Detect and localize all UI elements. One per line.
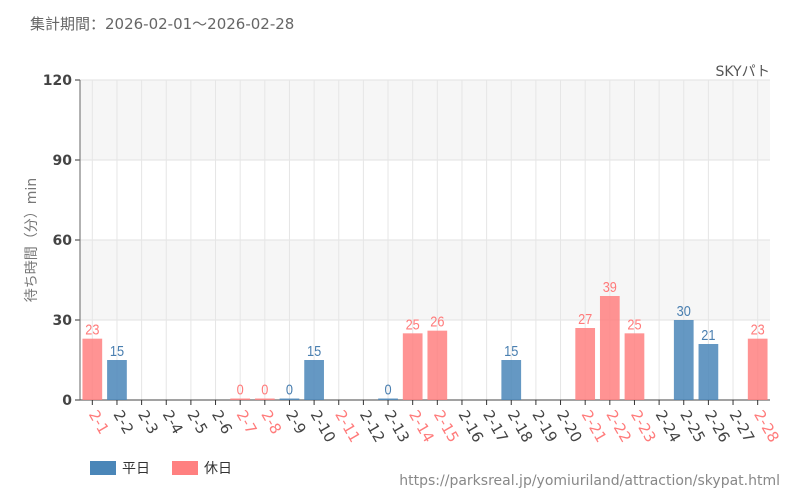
x-tick-label: 2-17 [479, 407, 512, 445]
data-label: 25 [627, 315, 641, 332]
data-label: 15 [110, 342, 124, 359]
y-axis-label: 待ち時間（分）min [24, 178, 40, 302]
data-label: 23 [85, 321, 99, 338]
x-tick-label: 2-14 [405, 407, 438, 445]
y-tick-label: 30 [53, 313, 73, 329]
x-tick-label: 2-28 [750, 407, 783, 445]
data-label: 30 [677, 302, 691, 319]
data-label: 0 [384, 380, 391, 397]
bar [402, 333, 423, 400]
data-label: 0 [237, 380, 244, 397]
legend: 平日 休日 [90, 458, 232, 478]
x-tick-label: 2-2 [110, 407, 138, 437]
x-tick-label: 2-5 [183, 407, 211, 437]
x-tick-label: 2-13 [381, 407, 414, 445]
x-tick-label: 2-19 [528, 407, 561, 445]
data-label: 0 [261, 380, 268, 397]
bar [501, 360, 522, 400]
x-tick-label: 2-20 [553, 407, 586, 445]
bar [624, 333, 645, 400]
data-label: 21 [701, 326, 715, 343]
x-tick-label: 2-1 [85, 407, 113, 437]
y-tick-label: 60 [53, 233, 73, 249]
x-tick-label: 2-7 [233, 407, 261, 437]
bar [107, 360, 127, 400]
bar [279, 398, 300, 400]
data-label: 15 [307, 342, 321, 359]
bar [254, 398, 275, 400]
bar [427, 330, 448, 400]
holiday-swatch [172, 461, 198, 475]
x-tick-label: 2-23 [627, 407, 660, 445]
legend-weekday[interactable]: 平日 [90, 458, 150, 478]
y-tick-label: 120 [43, 73, 72, 89]
bar [82, 338, 103, 400]
x-tick-label: 2-4 [159, 407, 187, 437]
bar [698, 344, 719, 400]
x-tick-label: 2-24 [652, 407, 685, 445]
x-tick-label: 2-8 [257, 407, 285, 437]
x-tick-label: 2-12 [356, 407, 389, 445]
legend-holiday[interactable]: 休日 [172, 458, 232, 478]
source-url[interactable]: https://parksreal.jp/yomiuriland/attract… [399, 473, 780, 489]
legend-label: 休日 [204, 461, 232, 477]
bar [673, 320, 694, 400]
x-tick-label: 2-21 [578, 407, 611, 445]
x-tick-label: 2-10 [307, 407, 340, 445]
x-tick-label: 2-26 [701, 407, 734, 445]
data-label: 23 [751, 321, 765, 338]
data-label: 25 [406, 315, 420, 332]
x-tick-label: 2-22 [602, 407, 635, 445]
data-label: 26 [430, 313, 444, 330]
y-tick-label: 0 [62, 393, 72, 409]
weekday-swatch [90, 461, 116, 475]
attraction-name: SKYパト [715, 64, 770, 80]
bar [304, 360, 324, 400]
x-tick-label: 2-9 [282, 407, 310, 437]
bar [599, 296, 620, 400]
bar [378, 398, 398, 400]
grid-band [80, 240, 770, 320]
x-tick-label: 2-3 [134, 407, 162, 437]
y-tick-label: 90 [53, 153, 73, 169]
bar [747, 338, 768, 400]
period-label: 集計期間：2026-02-01～2026-02-28 [30, 15, 295, 33]
x-tick-label: 2-16 [455, 407, 488, 445]
x-tick-label: 2-25 [676, 407, 709, 445]
x-tick-label: 2-18 [504, 407, 537, 445]
data-label: 15 [504, 342, 518, 359]
data-label: 27 [578, 310, 592, 327]
x-tick-label: 2-15 [430, 407, 463, 445]
x-tick-label: 2-27 [726, 407, 759, 445]
bar [575, 328, 596, 400]
grid-band [80, 80, 770, 160]
data-label: 0 [286, 380, 293, 397]
data-label: 39 [603, 278, 617, 295]
x-tick-label: 2-11 [331, 407, 364, 445]
bar [230, 398, 251, 400]
x-tick-label: 2-6 [208, 407, 236, 437]
legend-label: 平日 [122, 461, 150, 477]
